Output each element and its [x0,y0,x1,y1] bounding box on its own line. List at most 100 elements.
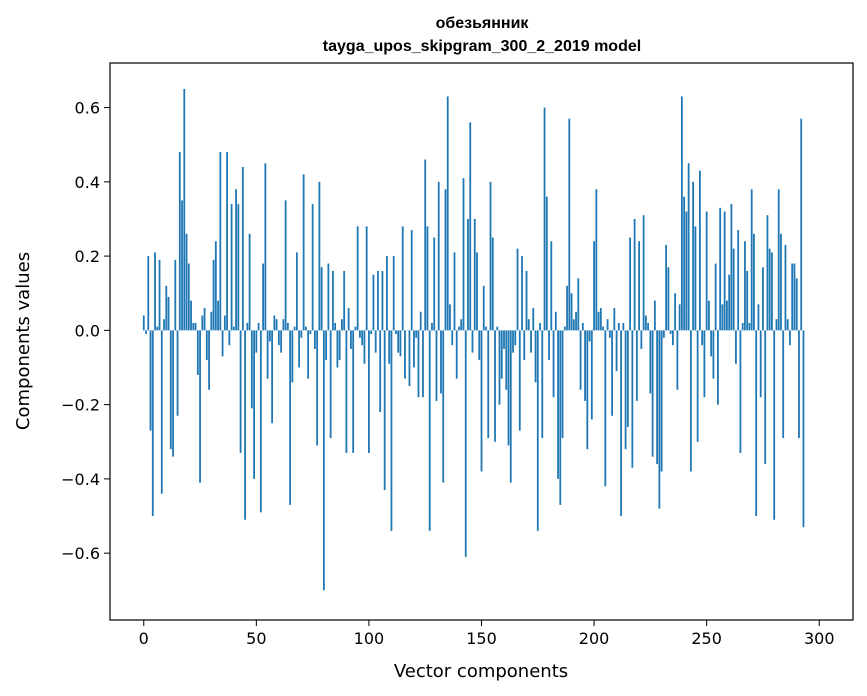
bar-30 [210,311,213,331]
y-tick-label: 0.6 [75,99,100,118]
bar-134 [444,189,447,331]
bar-106 [381,270,384,331]
bar-11 [167,296,170,331]
bar-151 [482,285,485,331]
bar-26 [201,315,204,331]
bar-7 [158,259,161,331]
bar-136 [449,304,451,331]
bar-25 [199,330,201,483]
bar-173 [532,308,535,331]
bar-175 [536,330,539,531]
bar-221 [640,330,643,349]
bar-216 [629,237,631,331]
bar-80 [322,330,325,591]
bar-76 [313,330,316,349]
bar-152 [485,326,487,331]
bar-256 [719,207,722,331]
bar-159 [500,330,503,379]
bar-261 [730,204,733,331]
bar-64 [286,322,289,331]
bar-206 [606,319,609,331]
bar-45 [244,330,246,520]
bar-198 [588,330,591,342]
bar-262 [732,248,735,331]
bar-83 [329,330,332,439]
bar-187 [563,326,566,331]
bar-102 [372,274,375,331]
bar-84 [332,270,334,331]
bar-212 [620,330,622,517]
bar-107 [383,330,386,491]
bar-149 [478,330,481,361]
bar-162 [507,330,510,446]
bar-163 [509,330,512,483]
bar-120 [413,330,415,368]
bar-237 [676,330,679,390]
y-tick-label: 0.4 [75,173,100,192]
bar-87 [338,330,341,361]
bar-139 [455,330,458,379]
bar-260 [728,274,731,331]
bar-14 [174,259,177,331]
bar-199 [590,330,593,420]
bar-90 [345,330,348,453]
bar-202 [597,311,600,331]
bar-33 [217,300,219,331]
bar-153 [487,330,490,439]
bar-291 [798,330,800,439]
bar-6 [156,326,159,331]
bar-177 [541,330,544,439]
bar-63 [284,200,287,331]
bar-79 [320,267,323,331]
bar-250 [705,211,708,331]
bar-265 [739,330,742,453]
bar-114 [399,330,402,357]
bar-42 [237,204,240,331]
bar-131 [437,181,440,331]
bar-66 [291,330,294,383]
bar-47 [248,233,251,331]
bar-158 [498,330,501,405]
bar-21 [190,300,192,331]
bar-154 [489,181,492,331]
bar-0 [142,315,145,331]
bar-267 [744,241,746,331]
x-axis: 0 50 100 150 200 250 300 [139,620,835,648]
bar-137 [451,330,454,346]
bar-89 [343,270,346,331]
bar-233 [667,267,670,331]
bar-77 [316,330,319,446]
bar-258 [723,211,726,331]
bar-28 [205,330,208,361]
bar-99 [365,226,368,331]
bar-178 [543,107,546,331]
bar-104 [377,270,379,331]
bar-253 [712,330,715,379]
bar-81 [325,330,328,361]
x-tick-label: 300 [804,629,835,648]
bar-254 [714,263,717,331]
bar-222 [642,215,645,331]
bar-266 [741,322,744,331]
bar-164 [512,330,514,353]
bar-171 [527,319,530,331]
bar-236 [674,293,677,331]
bar-276 [764,330,767,465]
bar-132 [440,330,442,394]
bar-130 [435,330,438,401]
bar-144 [467,218,469,331]
bar-111 [392,256,395,331]
bar-172 [530,330,532,353]
bar-180 [548,330,550,361]
bar-12 [169,330,172,450]
bar-210 [615,330,618,372]
bar-196 [584,330,586,401]
bar-285 [784,244,787,331]
bar-54 [264,163,267,331]
bar-123 [419,311,422,331]
x-axis-label: Vector components [394,661,568,682]
bar-127 [428,330,431,531]
bar-141 [460,319,463,331]
bar-255 [717,330,719,405]
